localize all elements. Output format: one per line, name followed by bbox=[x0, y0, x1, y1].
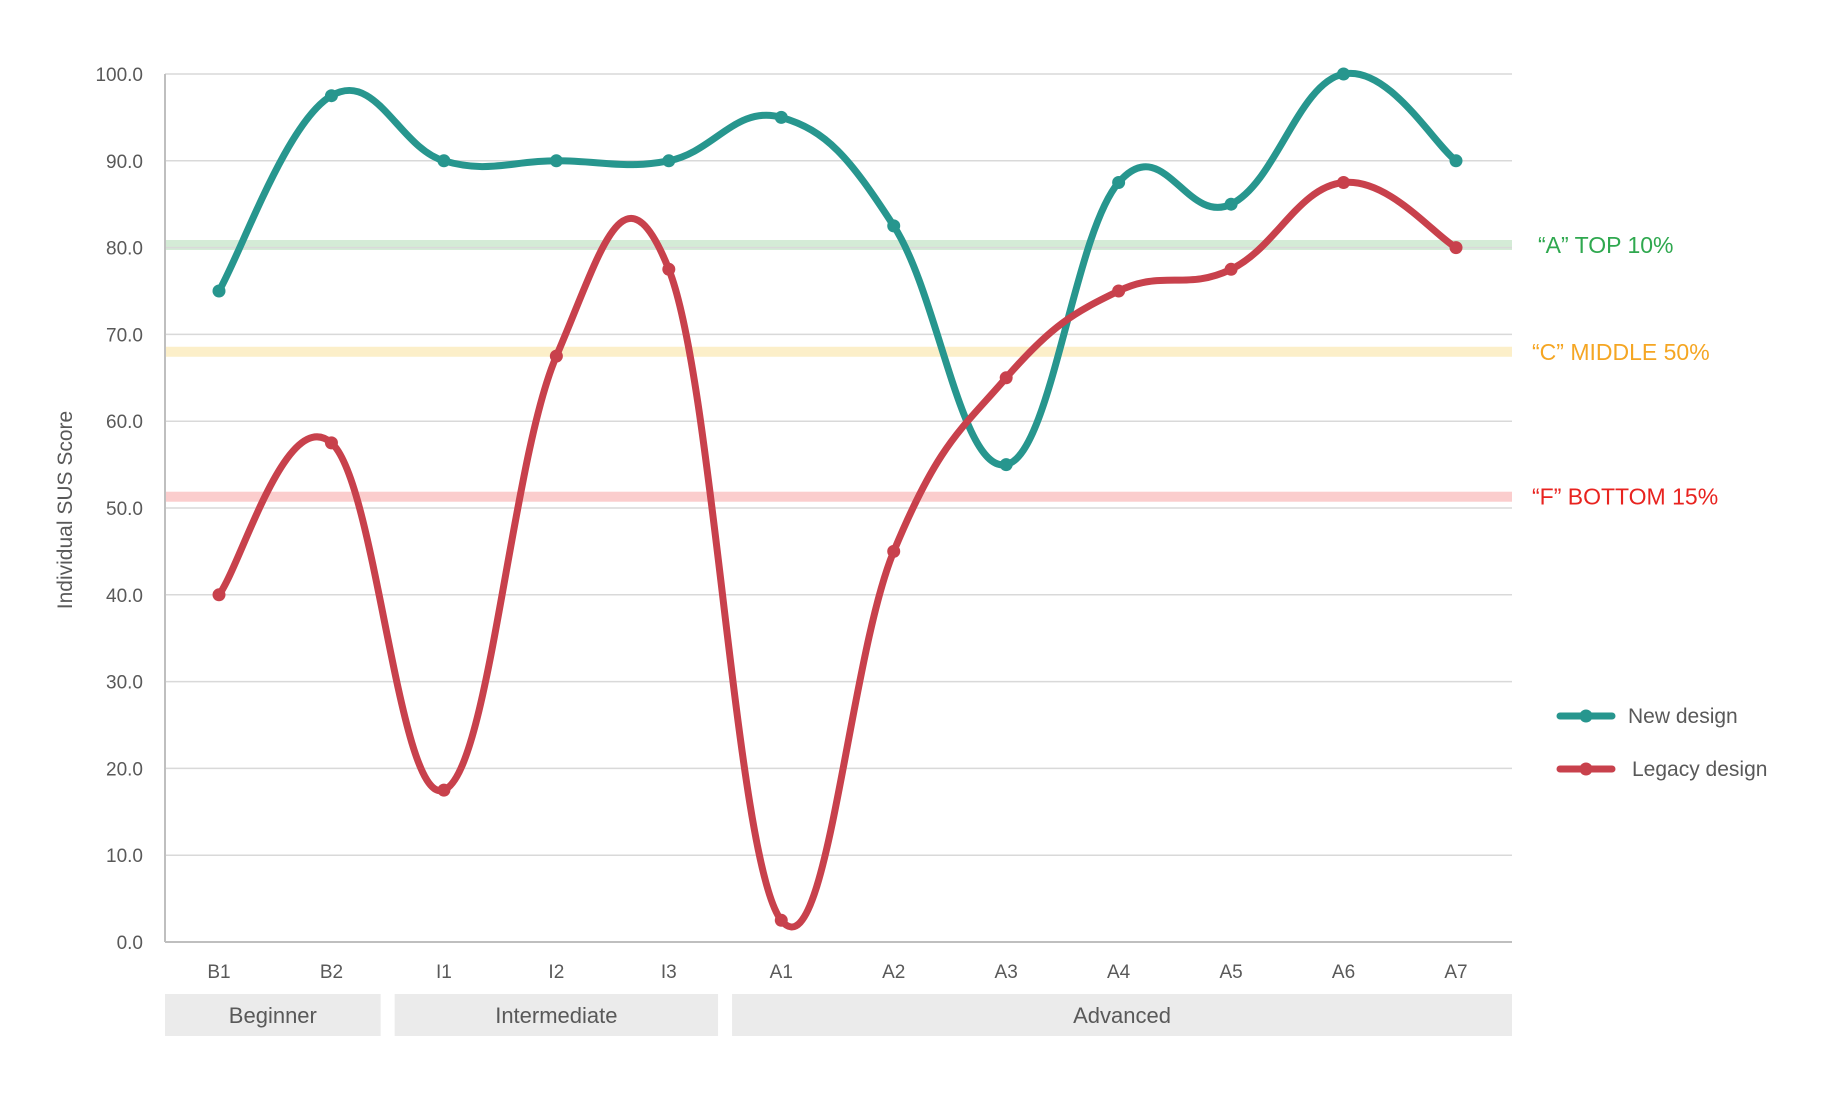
data-point-new-design bbox=[1449, 154, 1463, 168]
y-tick-label: 60.0 bbox=[106, 412, 143, 433]
category-group-box bbox=[732, 994, 1512, 1036]
data-point-new-design bbox=[774, 110, 788, 124]
series-line-new-design bbox=[215, 69, 1460, 469]
y-axis-title: Individual SUS Score bbox=[54, 411, 77, 609]
data-point-new-design bbox=[1337, 67, 1351, 81]
data-point-legacy-design bbox=[324, 436, 338, 450]
x-tick-labels: B1 B2 I1 I2 I3 A1 A2 A3 A4 A5 A6 A7 bbox=[207, 962, 1467, 983]
data-point-new-design bbox=[437, 154, 451, 168]
legend-marker bbox=[1579, 762, 1593, 776]
data-point-legacy-design bbox=[437, 783, 451, 797]
y-tick-label: 100.0 bbox=[95, 65, 143, 86]
reference-band-1 bbox=[165, 239, 1512, 250]
data-point-legacy-design bbox=[212, 588, 226, 602]
data-point-legacy-design bbox=[1224, 262, 1238, 276]
data-point-new-design bbox=[212, 284, 226, 298]
data-point-new-design bbox=[1224, 197, 1238, 211]
series-legacy-design bbox=[212, 176, 1463, 931]
y-tick-label: 70.0 bbox=[106, 325, 143, 346]
category-group-label: Intermediate bbox=[495, 1003, 617, 1028]
category-group-box bbox=[394, 994, 719, 1036]
series-new-design bbox=[212, 67, 1463, 472]
reference-band-3 bbox=[165, 491, 1512, 502]
y-tick-label: 0.0 bbox=[117, 933, 143, 954]
data-point-legacy-design bbox=[1112, 284, 1126, 298]
y-tick-labels: 0.0 10.0 20.0 30.0 40.0 50.0 60.0 70.0 80.0 90.0 1… bbox=[95, 65, 143, 954]
category-group-box bbox=[165, 994, 381, 1036]
data-point-new-design bbox=[662, 154, 676, 168]
y-tick-label: 80.0 bbox=[106, 239, 143, 260]
y-tick-label: 40.0 bbox=[106, 586, 143, 607]
series-line-legacy-design bbox=[215, 178, 1460, 931]
y-tick-label: 50.0 bbox=[106, 499, 143, 520]
data-point-new-design bbox=[999, 458, 1013, 472]
y-tick-label: 90.0 bbox=[106, 152, 143, 173]
reference-band-label: “C” MIDDLE 50% bbox=[1532, 339, 1710, 365]
x-tick-label: I2 bbox=[548, 962, 564, 983]
y-tick-label: 30.0 bbox=[106, 673, 143, 694]
data-point-legacy-design bbox=[549, 349, 563, 363]
legend-marker bbox=[1579, 709, 1593, 723]
x-tick-label: A2 bbox=[882, 962, 905, 983]
x-tick-label: A7 bbox=[1444, 962, 1467, 983]
reference-band-labels: “A” TOP 10% “C” MIDDLE 50% “F” BOTTOM 15% bbox=[1532, 232, 1718, 510]
x-tick-label: A5 bbox=[1219, 962, 1242, 983]
x-tick-label: A6 bbox=[1332, 962, 1355, 983]
x-tick-label: A3 bbox=[995, 962, 1018, 983]
data-point-legacy-design bbox=[1449, 241, 1463, 255]
gridlines bbox=[165, 73, 1512, 856]
data-point-new-design bbox=[324, 89, 338, 103]
x-tick-label: B2 bbox=[320, 962, 343, 983]
category-group-label: Advanced bbox=[1073, 1003, 1171, 1028]
legend-item-legacy-design: Legacy design bbox=[1556, 758, 1767, 781]
reference-band-label: “A” TOP 10% bbox=[1538, 232, 1674, 258]
reference-band-2 bbox=[165, 346, 1512, 357]
legend-label: New design bbox=[1628, 705, 1738, 728]
x-tick-label: A4 bbox=[1107, 962, 1131, 983]
reference-bands bbox=[165, 239, 1512, 502]
category-group-label: Beginner bbox=[229, 1003, 317, 1028]
x-tick-label: A1 bbox=[770, 962, 793, 983]
y-tick-label: 10.0 bbox=[106, 846, 143, 867]
series-lines bbox=[212, 67, 1463, 931]
data-point-legacy-design bbox=[999, 371, 1013, 385]
reference-band-label: “F” BOTTOM 15% bbox=[1532, 484, 1718, 510]
data-point-legacy-design bbox=[1337, 176, 1351, 189]
data-point-legacy-design bbox=[774, 913, 788, 927]
legend: New design Legacy design bbox=[1556, 705, 1767, 781]
legend-label: Legacy design bbox=[1632, 758, 1767, 781]
category-groups: Beginner Intermediate Advanced bbox=[165, 994, 1512, 1036]
x-tick-label: I3 bbox=[661, 962, 677, 983]
data-point-new-design bbox=[549, 154, 563, 168]
x-tick-label: B1 bbox=[207, 962, 230, 983]
data-point-legacy-design bbox=[887, 544, 901, 558]
data-point-legacy-design bbox=[662, 262, 676, 276]
data-point-new-design bbox=[1112, 176, 1126, 189]
data-point-new-design bbox=[887, 219, 901, 233]
x-tick-label: I1 bbox=[436, 962, 452, 983]
y-tick-label: 20.0 bbox=[106, 759, 143, 780]
legend-item-new-design: New design bbox=[1556, 705, 1738, 728]
axes bbox=[164, 74, 1512, 943]
